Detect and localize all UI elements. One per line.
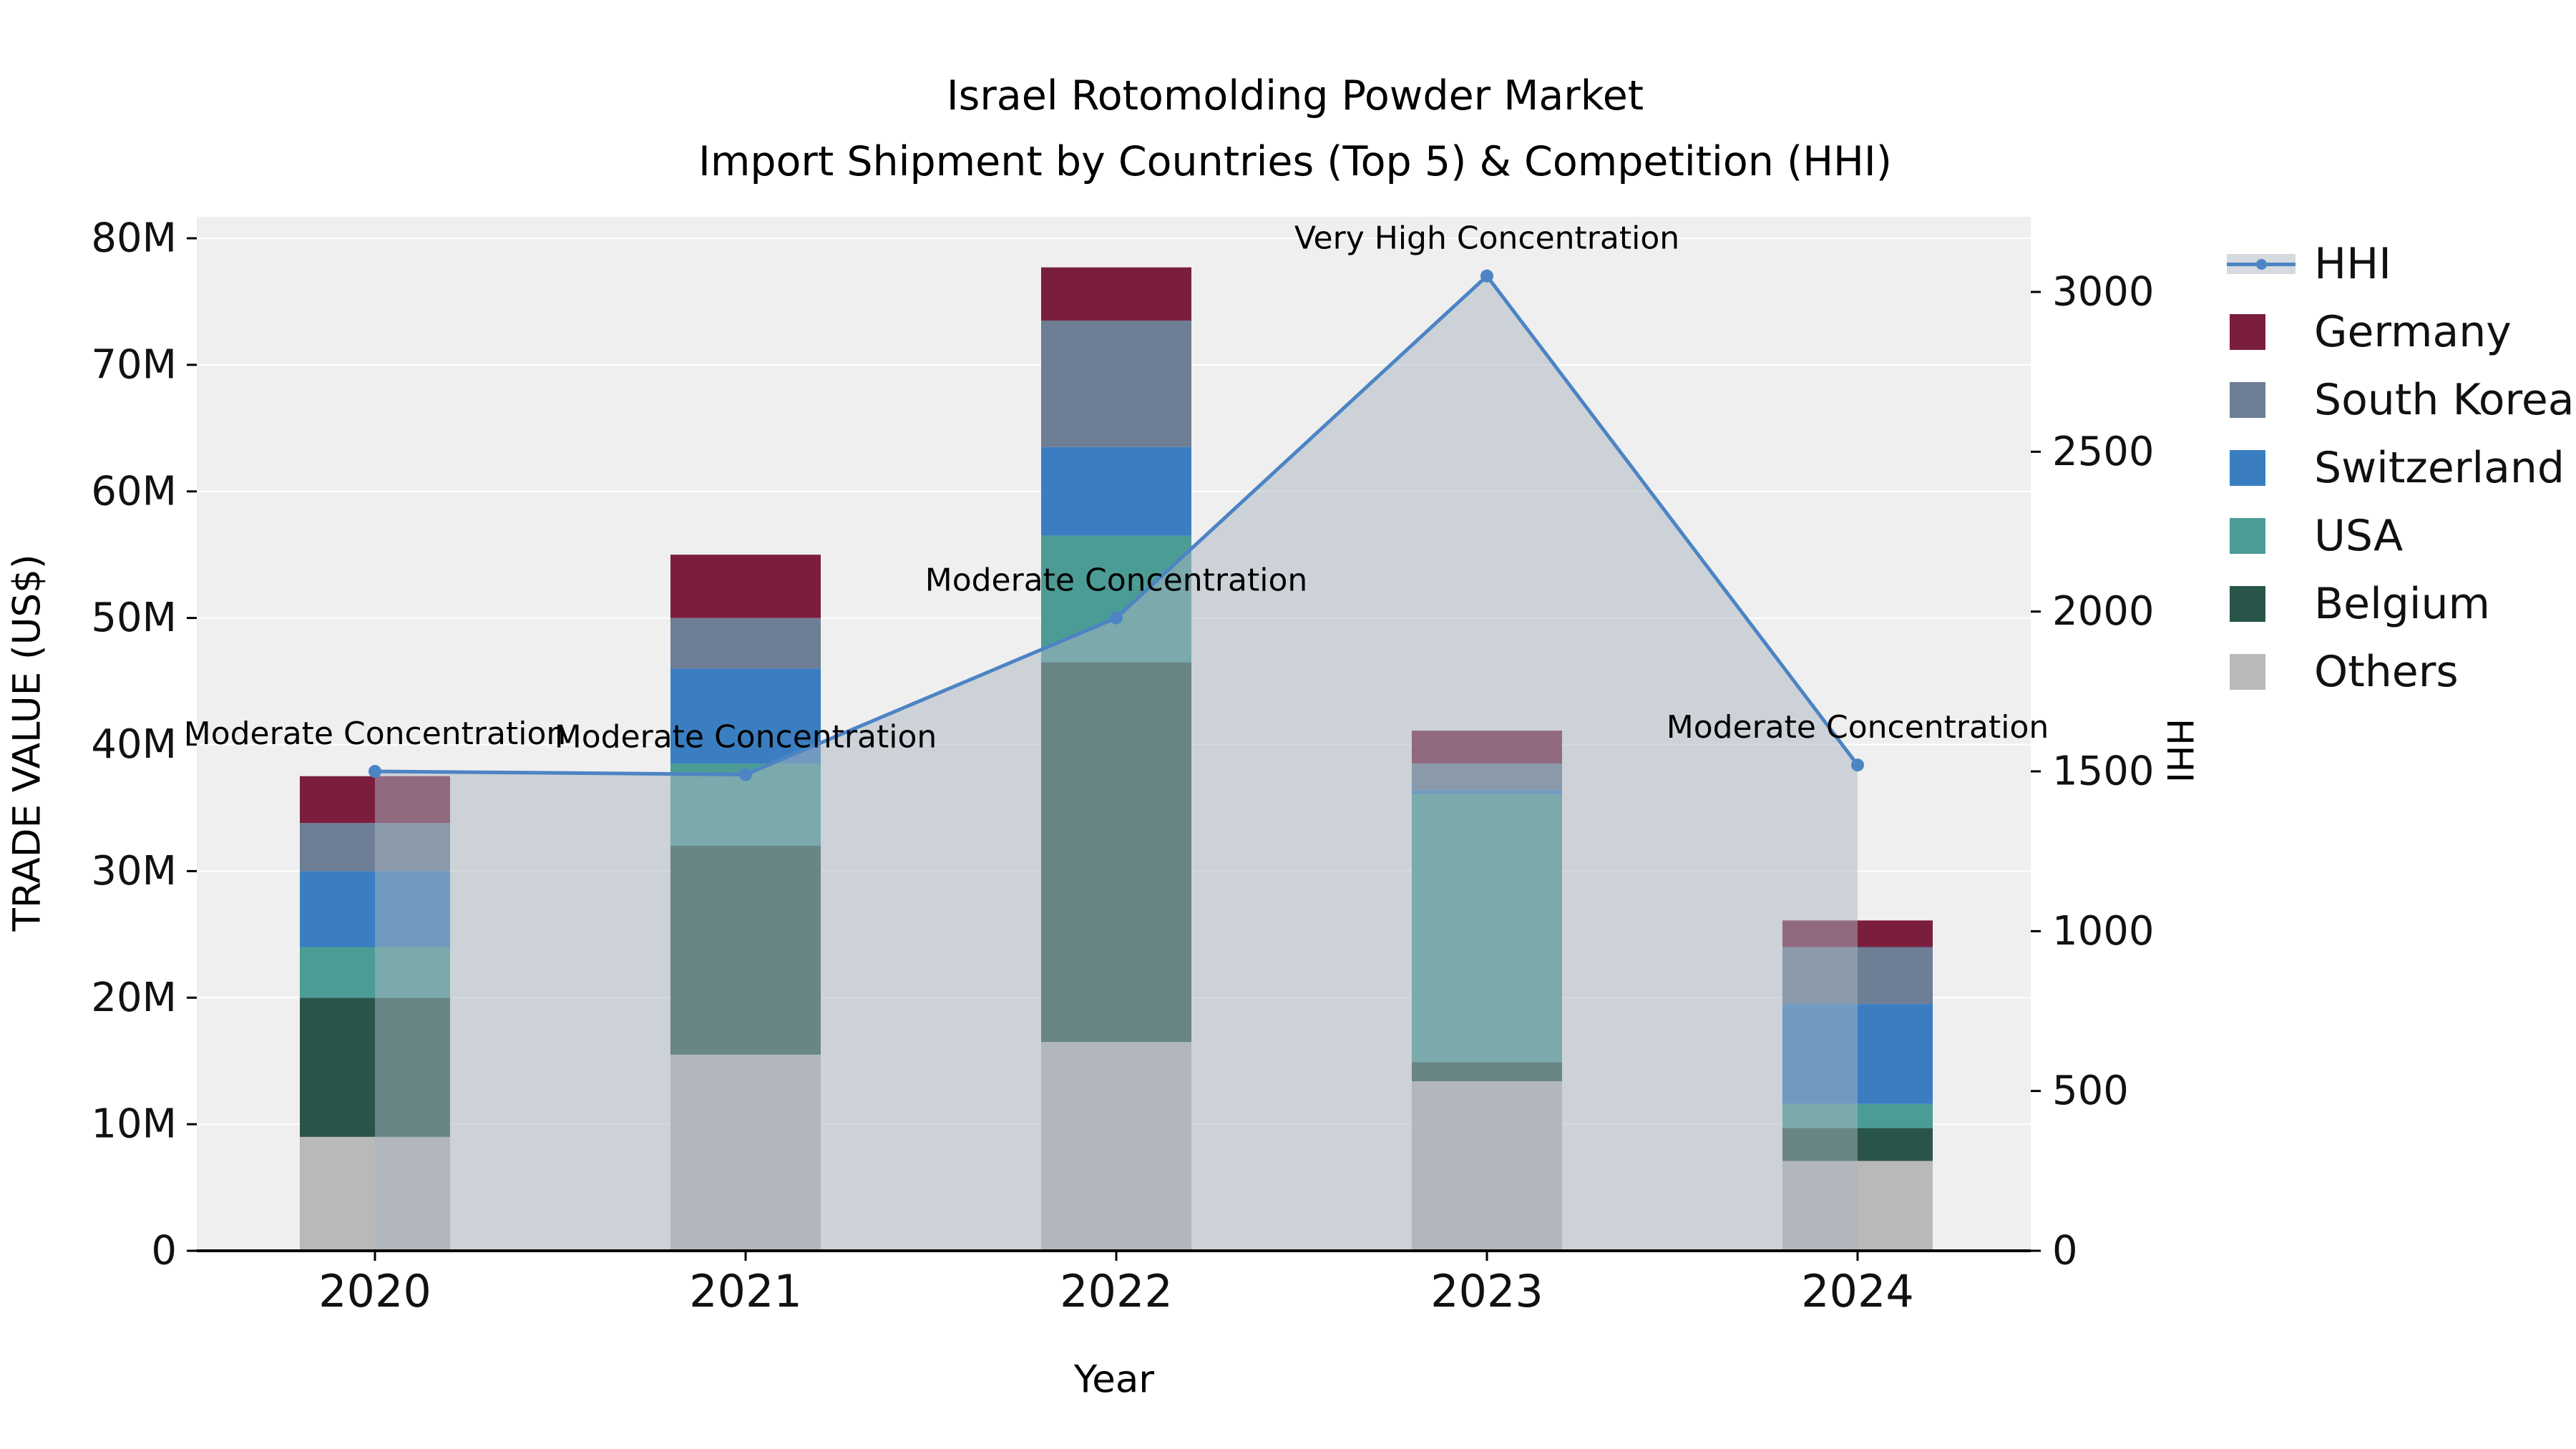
legend-item-usa: USA	[2227, 511, 2575, 561]
chart-title: Israel Rotomolding Powder Market Import …	[698, 63, 1892, 195]
y-left-tick-label: 70M	[91, 341, 177, 388]
y-right-tick-label: 500	[2052, 1068, 2129, 1114]
hhi-marker-2024	[1851, 758, 1864, 772]
y-axis-label-right: HHI	[2159, 718, 2200, 783]
legend-label: Others	[2314, 647, 2459, 697]
y-left-tick-label: 0	[151, 1228, 177, 1274]
y-left-tick-label: 60M	[91, 468, 177, 514]
y-right-tick-label: 1000	[2052, 908, 2155, 955]
legend-item-south-korea: South Korea	[2227, 375, 2575, 425]
y-left-tick-label: 30M	[91, 848, 177, 894]
x-tick-label-2022: 2022	[1060, 1265, 1173, 1317]
hhi-area	[375, 275, 1858, 1252]
usa-swatch-icon	[2227, 517, 2296, 555]
hhi-marker-2020	[369, 765, 381, 778]
bar-segment-south-korea-2022	[1041, 320, 1191, 447]
y-left-tick-label: 10M	[91, 1101, 177, 1148]
hhi-annotation-2021: Moderate Concentration	[555, 718, 937, 755]
chart-title-line2: Import Shipment by Countries (Top 5) & C…	[698, 138, 1892, 185]
germany-swatch-icon	[2227, 313, 2296, 351]
others-swatch-icon	[2227, 653, 2296, 691]
x-tick-label-2020: 2020	[318, 1265, 431, 1317]
hhi-annotation-2024: Moderate Concentration	[1667, 709, 2049, 746]
y-left-tick-label: 40M	[91, 721, 177, 768]
x-axis-label: Year	[1073, 1357, 1155, 1402]
y-right-tick-label: 1500	[2052, 748, 2155, 795]
hhi-marker-2022	[1110, 611, 1123, 625]
legend-label: HHI	[2314, 239, 2391, 289]
y-right-tick-label: 3000	[2052, 269, 2155, 316]
y-left-tick-label: 20M	[91, 975, 177, 1021]
legend-label: South Korea	[2314, 375, 2575, 425]
y-right-tick-label: 2500	[2052, 429, 2155, 475]
y-left-tick-label: 50M	[91, 595, 177, 641]
y-right-tick-label: 0	[2052, 1228, 2078, 1274]
legend-label: Switzerland	[2314, 443, 2565, 493]
hhi-annotation-2020: Moderate Concentration	[184, 716, 567, 752]
switzerland-swatch-icon	[2227, 449, 2296, 487]
x-tick-label-2021: 2021	[689, 1265, 802, 1317]
hhi-marker-2023	[1480, 269, 1493, 283]
belgium-swatch-icon	[2227, 585, 2296, 623]
chart-title-line1: Israel Rotomolding Powder Market	[946, 72, 1644, 119]
hhi-annotation-2022: Moderate Concentration	[925, 562, 1308, 599]
y-left-tick-label: 80M	[91, 215, 177, 262]
hhi-marker-2021	[739, 768, 752, 781]
hhi-line-legend-icon	[2227, 245, 2296, 283]
y-right-tick-label: 2000	[2052, 588, 2155, 635]
x-tick-label-2024: 2024	[1801, 1265, 1914, 1317]
legend: HHI Germany South Korea Switzerland USA Belgi…	[2227, 239, 2575, 697]
legend-label: Germany	[2314, 307, 2512, 357]
y-axis-label-left: TRADE VALUE (US$)	[5, 554, 49, 932]
legend-item-germany: Germany	[2227, 307, 2575, 357]
x-tick-label-2023: 2023	[1430, 1265, 1543, 1317]
hhi-annotation-2023: Very High Concentration	[1294, 220, 1679, 257]
south-korea-swatch-icon	[2227, 381, 2296, 419]
legend-item-hhi: HHI	[2227, 239, 2575, 289]
bar-segment-switzerland-2021	[670, 668, 821, 764]
legend-label: USA	[2314, 511, 2404, 561]
legend-item-belgium: Belgium	[2227, 579, 2575, 629]
bar-segment-germany-2022	[1041, 267, 1191, 321]
bar-segment-germany-2021	[670, 555, 821, 618]
bar-segment-south-korea-2021	[670, 618, 821, 669]
legend-item-switzerland: Switzerland	[2227, 443, 2575, 493]
bar-segment-switzerland-2022	[1041, 447, 1191, 536]
legend-item-others: Others	[2227, 647, 2575, 697]
legend-label: Belgium	[2314, 579, 2490, 629]
